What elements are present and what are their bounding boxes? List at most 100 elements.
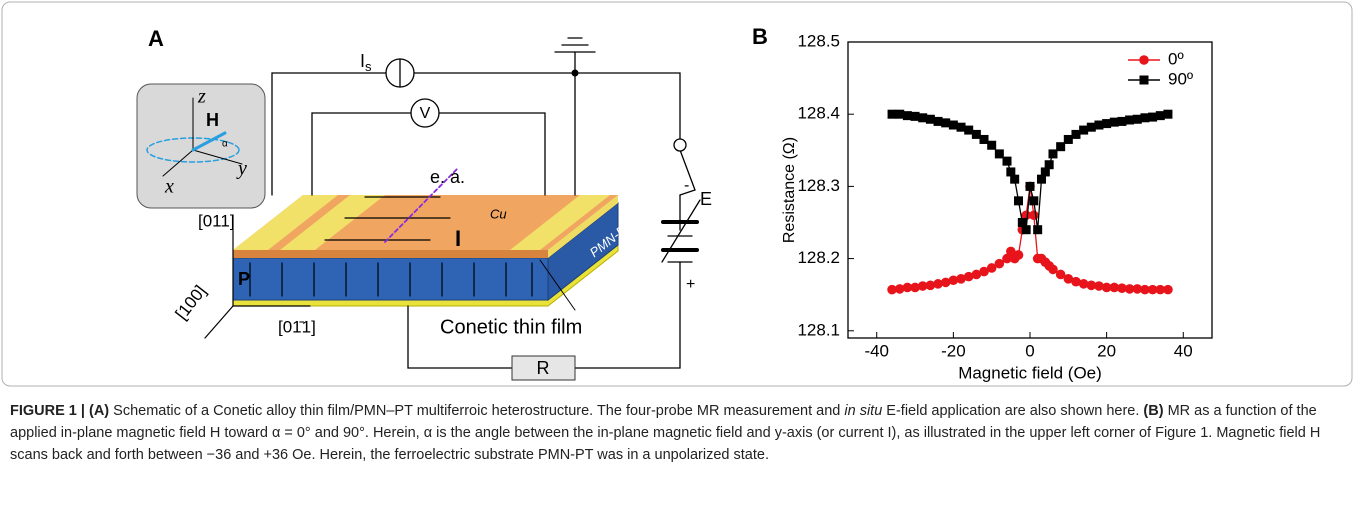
resistor-box — [511, 355, 576, 381]
axis-dir-label: [100] — [172, 282, 210, 323]
data-point — [1163, 284, 1173, 295]
data-point — [964, 125, 974, 135]
data-point — [917, 281, 928, 291]
data-point — [1002, 156, 1012, 166]
data-point — [1117, 283, 1127, 293]
data-point — [910, 111, 920, 121]
data-point — [910, 282, 920, 293]
x-tick-label: 0 — [1025, 341, 1034, 360]
inset-label: y — [236, 158, 247, 180]
data-point — [1132, 284, 1143, 294]
data-point — [1155, 284, 1166, 295]
polarization-arrows — [249, 196, 533, 297]
inset-h-arrow — [191, 131, 227, 152]
data-point — [1163, 109, 1173, 119]
data-point — [971, 269, 982, 280]
data-point — [1155, 111, 1165, 121]
caption-text: FIGURE 1 | (A) — [10, 403, 110, 419]
data-point — [941, 118, 951, 128]
pad — [510, 195, 610, 250]
caption-text: MR as a function of the applied in-plane… — [10, 403, 1321, 463]
data-point — [1006, 167, 1016, 177]
x-tick-label: 20 — [1097, 341, 1116, 360]
data-point — [1013, 250, 1024, 260]
data-point — [1140, 284, 1150, 295]
data-point — [1086, 122, 1096, 132]
film-front — [233, 250, 548, 258]
node — [571, 69, 579, 77]
data-point — [1014, 196, 1024, 206]
schematic: z H α y x P I Cu e. a. PMN-PT Conetic th… — [136, 37, 712, 381]
axis-dir-label: [011] — [198, 211, 235, 230]
substrate-front — [232, 257, 549, 301]
data-point — [1102, 119, 1112, 129]
data-point — [894, 284, 905, 294]
data-point — [1117, 116, 1127, 126]
data-point — [1021, 210, 1031, 221]
data-point — [933, 279, 943, 289]
data-point — [887, 284, 897, 295]
data-point — [887, 109, 897, 119]
data-point — [987, 140, 997, 150]
data-point — [1086, 280, 1097, 291]
data-point — [1055, 269, 1066, 280]
pad — [280, 195, 385, 250]
circuit-label: V — [420, 105, 431, 122]
data-point — [1063, 274, 1074, 284]
device-label: P — [238, 269, 250, 289]
inset-axis — [162, 149, 194, 177]
circuit-label: Is — [360, 51, 372, 75]
data-point — [986, 263, 997, 273]
axis-dir-label: [01̄1] — [278, 317, 316, 336]
caption-text: in situ — [844, 403, 883, 419]
data-point — [1040, 167, 1050, 177]
inset-axis — [192, 149, 243, 165]
x-tick-label: 40 — [1174, 341, 1193, 360]
inset-label: z — [197, 86, 206, 108]
circuit-label: + — [686, 276, 695, 293]
device-label: I — [455, 226, 461, 251]
circuit-label: - — [684, 177, 689, 194]
data-point — [1140, 113, 1150, 123]
circuit-label: I — [360, 51, 365, 71]
data-point — [963, 271, 974, 282]
data-point — [948, 120, 958, 130]
data-point — [1006, 246, 1016, 257]
device-label: e. a. — [430, 167, 465, 187]
data-point — [1125, 115, 1135, 125]
inset-label: α — [222, 139, 228, 150]
pad — [233, 195, 338, 250]
data-point — [1132, 114, 1142, 124]
circuit-label: R — [537, 358, 550, 378]
data-point — [918, 113, 928, 123]
data-point — [994, 149, 1004, 159]
x-axis-label: Magnetic field (Oe) — [958, 363, 1102, 382]
crystal-axes — [204, 214, 311, 339]
data-point — [1048, 149, 1058, 159]
data-point — [1021, 225, 1031, 235]
easy-axis-arrow — [384, 167, 459, 243]
data-point — [1029, 210, 1039, 221]
data-point — [1109, 282, 1120, 293]
device-label: Cu — [490, 206, 507, 221]
y-tick-label: 128.4 — [797, 104, 840, 123]
y-tick-label: 128.1 — [797, 320, 840, 339]
data-point — [1056, 142, 1066, 152]
data-point — [1033, 225, 1043, 235]
data-point — [1109, 117, 1119, 127]
data-point — [902, 282, 913, 293]
data-point — [1148, 112, 1158, 122]
x-tick-label: -40 — [864, 341, 889, 360]
pad — [548, 195, 618, 258]
data-point — [1044, 160, 1054, 170]
y-tick-label: 128.5 — [797, 31, 840, 50]
circuit — [271, 37, 701, 369]
legend-label: 90º — [1168, 69, 1193, 88]
circuit-label: s — [365, 59, 372, 74]
data-point — [1025, 181, 1035, 191]
inset-label: H — [206, 110, 219, 130]
data-point — [1094, 281, 1104, 291]
data-point — [1036, 174, 1046, 184]
data-point — [979, 266, 989, 277]
